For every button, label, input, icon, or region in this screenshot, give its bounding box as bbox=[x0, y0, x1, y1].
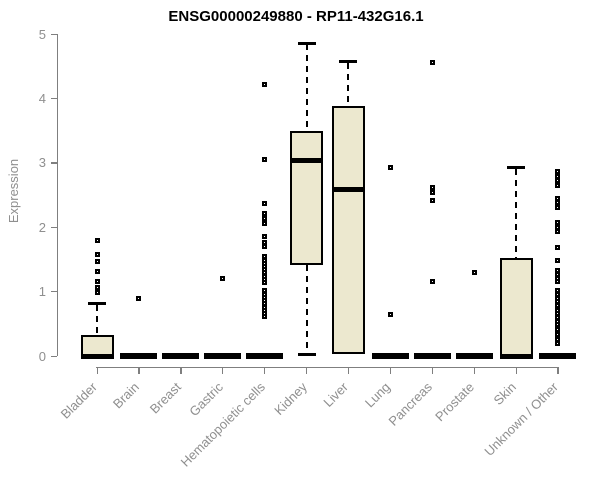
x-axis-tick bbox=[515, 368, 517, 374]
outlier-point bbox=[262, 157, 268, 163]
outlier-point bbox=[262, 200, 268, 206]
outlier-point bbox=[262, 82, 268, 88]
outlier-point bbox=[94, 237, 100, 243]
x-axis-tick bbox=[264, 368, 266, 374]
outlier-point bbox=[262, 220, 268, 226]
outlier-point bbox=[94, 269, 100, 275]
y-tick-label: 3 bbox=[38, 155, 46, 171]
outlier-point bbox=[429, 197, 435, 203]
box-skin bbox=[499, 258, 533, 356]
outlier-point bbox=[262, 244, 268, 250]
x-axis-tick bbox=[180, 368, 182, 374]
upper-whisker-cap bbox=[507, 166, 525, 170]
y-tick-label: 5 bbox=[38, 26, 46, 42]
y-tick-label: 0 bbox=[38, 348, 46, 364]
y-axis-tick bbox=[50, 33, 57, 35]
outlier-point bbox=[262, 280, 268, 286]
lower-whisker bbox=[305, 265, 308, 354]
outlier-point bbox=[555, 314, 561, 320]
median-line bbox=[290, 157, 323, 163]
outlier-point bbox=[555, 279, 561, 285]
y-tick-label: 1 bbox=[38, 284, 46, 300]
outlier-point bbox=[94, 259, 100, 265]
median-line bbox=[204, 353, 242, 359]
outlier-point bbox=[94, 279, 100, 285]
x-axis-tick bbox=[222, 368, 224, 374]
outlier-point bbox=[262, 234, 268, 240]
outlier-point bbox=[387, 312, 393, 318]
median-line bbox=[246, 353, 284, 359]
y-axis-tick bbox=[50, 226, 57, 228]
median-line bbox=[120, 353, 158, 359]
upper-whisker bbox=[305, 44, 308, 131]
outlier-point bbox=[555, 200, 561, 206]
outlier-point bbox=[555, 257, 561, 263]
y-tick-label: 2 bbox=[38, 219, 46, 235]
x-axis-tick bbox=[96, 368, 98, 374]
outlier-point bbox=[555, 183, 561, 189]
median-line bbox=[331, 187, 365, 193]
x-axis-tick bbox=[431, 368, 433, 374]
outlier-point bbox=[555, 195, 561, 201]
median-line bbox=[539, 353, 577, 359]
upper-whisker bbox=[347, 62, 350, 107]
x-axis-tick bbox=[306, 368, 308, 374]
y-axis-tick bbox=[50, 97, 57, 100]
y-axis-tick bbox=[50, 162, 57, 164]
outlier-point bbox=[555, 340, 561, 346]
chart-title: ENSG00000249880 - RP11-432G16.1 bbox=[168, 8, 424, 25]
outlier-point bbox=[555, 204, 561, 210]
y-axis-tick bbox=[50, 291, 57, 293]
outlier-point bbox=[262, 216, 268, 222]
y-axis-tick bbox=[50, 355, 57, 357]
outlier-point bbox=[429, 189, 435, 195]
outlier-point bbox=[262, 211, 268, 217]
outlier-point bbox=[387, 164, 393, 170]
median-line bbox=[455, 353, 493, 359]
outlier-point bbox=[555, 177, 561, 183]
median-line bbox=[371, 353, 409, 359]
outlier-point bbox=[429, 60, 435, 66]
x-axis-tick bbox=[389, 368, 392, 374]
outlier-point bbox=[262, 239, 268, 245]
outlier-point bbox=[555, 224, 561, 230]
outlier-point bbox=[262, 314, 268, 320]
upper-whisker-cap bbox=[339, 60, 358, 64]
x-axis-tick bbox=[557, 368, 559, 374]
upper-whisker bbox=[515, 168, 517, 259]
y-tick-label: 4 bbox=[38, 90, 46, 106]
y-axis-line bbox=[57, 34, 59, 356]
upper-whisker-cap bbox=[297, 41, 316, 45]
median-line bbox=[413, 353, 451, 359]
x-axis-tick bbox=[347, 368, 350, 374]
outlier-point bbox=[94, 289, 100, 295]
outlier-point bbox=[555, 169, 561, 175]
outlier-point bbox=[471, 269, 477, 275]
outlier-point bbox=[555, 219, 561, 225]
x-axis-tick bbox=[138, 368, 140, 374]
median-line bbox=[162, 353, 200, 359]
lower-whisker-cap bbox=[297, 353, 316, 357]
outlier-point bbox=[220, 275, 226, 281]
outlier-point bbox=[94, 252, 100, 258]
upper-whisker-cap bbox=[88, 302, 106, 306]
outlier-point bbox=[555, 302, 561, 308]
box-liver bbox=[331, 106, 365, 355]
outlier-point bbox=[94, 284, 100, 290]
box-kidney bbox=[290, 130, 323, 266]
x-axis-tick bbox=[473, 368, 475, 374]
median-line bbox=[80, 353, 114, 359]
outlier-point bbox=[136, 295, 142, 301]
outlier-point bbox=[429, 279, 435, 285]
x-axis-line bbox=[96, 367, 559, 369]
median-line bbox=[499, 353, 533, 359]
outlier-point bbox=[429, 185, 435, 191]
outlier-point bbox=[555, 229, 561, 235]
upper-whisker bbox=[96, 304, 98, 335]
outlier-point bbox=[555, 244, 561, 250]
